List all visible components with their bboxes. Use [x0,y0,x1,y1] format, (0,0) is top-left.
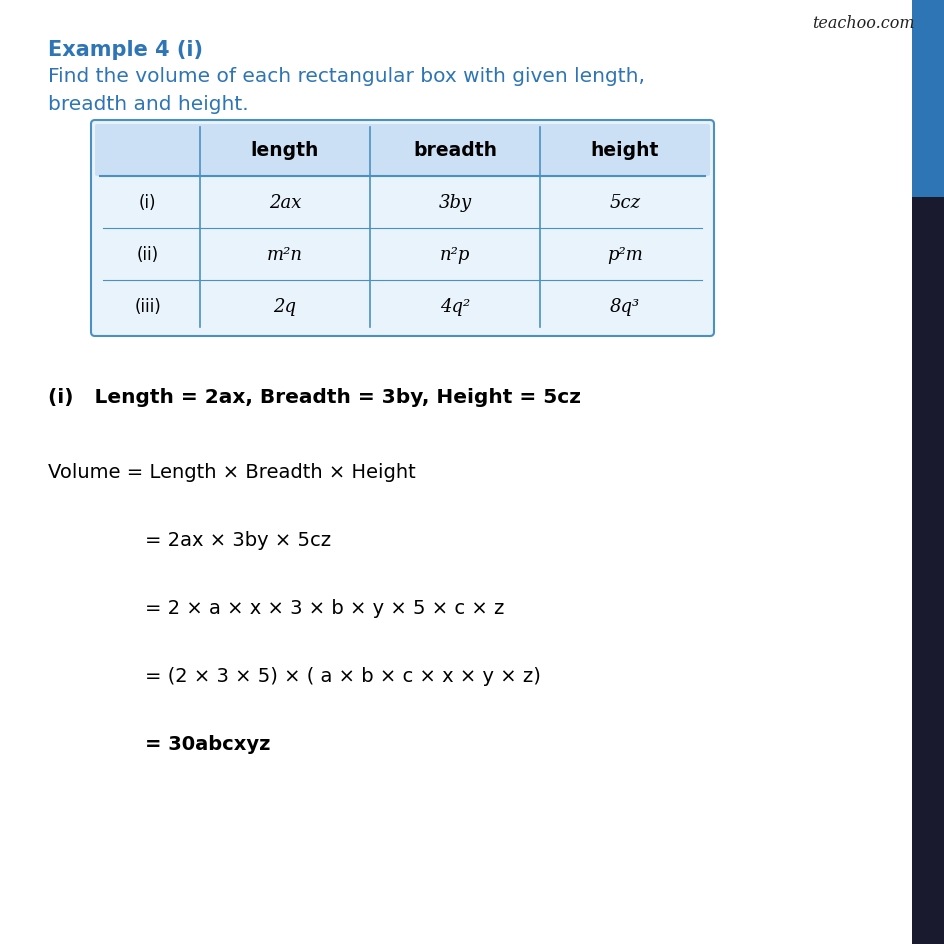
Text: = (2 × 3 × 5) × ( a × b × c × x × y × z): = (2 × 3 × 5) × ( a × b × c × x × y × z) [144,666,540,685]
Text: Find the volume of each rectangular box with given length,: Find the volume of each rectangular box … [48,67,645,86]
Text: (iii): (iii) [134,297,160,315]
Text: m²n: m²n [267,245,303,263]
Text: Volume = Length × Breadth × Height: Volume = Length × Breadth × Height [48,463,415,481]
Text: = 2 × a × x × 3 × b × y × 5 × c × z: = 2 × a × x × 3 × b × y × 5 × c × z [144,598,504,617]
Text: Example 4 (i): Example 4 (i) [48,40,203,59]
Text: teachoo.com: teachoo.com [812,15,914,32]
Text: 2q: 2q [273,297,296,315]
Text: (i)   Length = 2ax, Breadth = 3by, Height = 5cz: (i) Length = 2ax, Breadth = 3by, Height … [48,388,581,407]
Text: (ii): (ii) [136,245,159,263]
Text: p²m: p²m [606,245,642,263]
Text: = 2ax × 3by × 5cz: = 2ax × 3by × 5cz [144,531,330,549]
Text: 4q²: 4q² [439,297,469,315]
Text: length: length [250,142,319,160]
Text: breadth and height.: breadth and height. [48,95,248,114]
Text: = 30abcxyz: = 30abcxyz [144,734,270,753]
FancyBboxPatch shape [91,121,714,337]
Bar [911,0,944,198]
Text: height: height [590,142,659,160]
Text: 5cz: 5cz [609,194,640,211]
Text: (i): (i) [139,194,156,211]
FancyBboxPatch shape [95,125,709,177]
Text: 3by: 3by [438,194,471,211]
Text: 8q³: 8q³ [609,297,639,315]
Text: n²p: n²p [439,245,470,263]
Text: breadth: breadth [413,142,497,160]
Text: 2ax: 2ax [268,194,301,211]
Bar [911,198,944,944]
